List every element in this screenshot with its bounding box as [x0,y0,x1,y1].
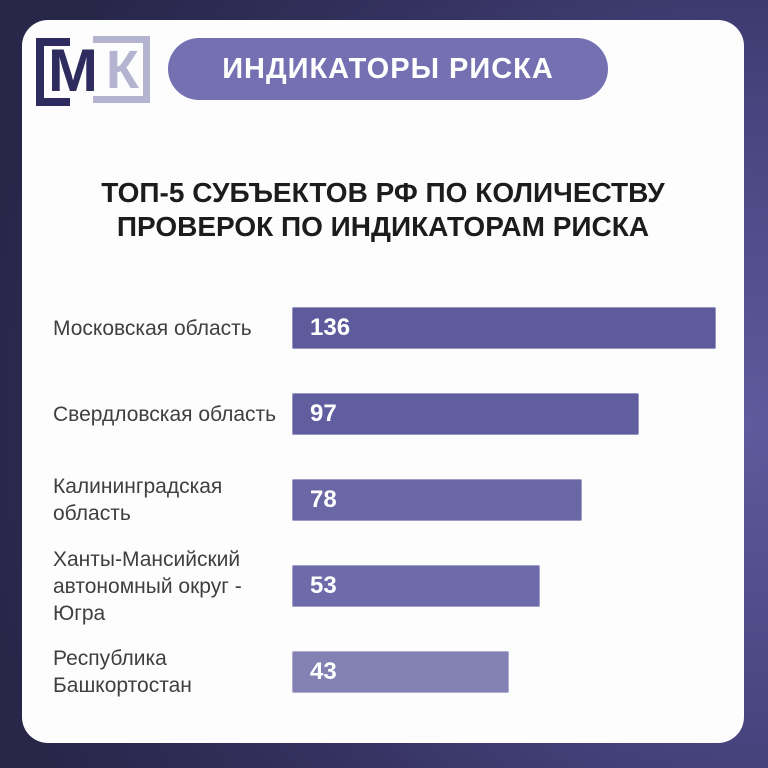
bar-value: 78 [310,486,337,513]
logo-right-bracket-icon [93,36,150,103]
bar-chart: Московская область 136 Свердловская обла… [22,285,744,715]
bar-track: 53 [292,565,716,607]
mk-logo: М К [36,36,150,108]
bar-row: Ханты-Мансийский автономный округ - Югра… [53,543,716,629]
bar: 78 [292,479,583,521]
header-badge-label: ИНДИКАТОРЫ РИСКА [222,52,554,85]
bar-value: 136 [310,314,351,341]
bar-track: 136 [292,307,716,349]
bar: 53 [292,565,541,607]
bar-row: Республика Башкортостан 43 [53,629,716,715]
bar-track: 43 [292,651,716,693]
chart-title-line-2: ПРОВЕРОК ПО ИНДИКАТОРАМ РИСКА [116,211,650,242]
bar-track: 78 [292,479,716,521]
bar-track: 97 [292,393,716,435]
chart-title: ТОП-5 СУБЪЕКТОВ РФ ПО КОЛИЧЕСТВУ ПРОВЕРО… [42,176,724,244]
bar-label: Свердловская область [53,402,277,426]
header: М К ИНДИКАТОРЫ РИСКА [22,20,744,128]
bar-row: Калининградская область 78 [53,457,716,543]
bar-value: 97 [310,400,337,427]
logo-letter-m: М [48,37,98,104]
header-badge: ИНДИКАТОРЫ РИСКА [168,38,608,100]
bar: 43 [292,651,510,693]
bar-label: Республика Башкортостан [53,647,192,697]
bar-label: Ханты-Мансийский автономный округ - Югра [53,547,242,625]
chart-title-line-1: ТОП-5 СУБЪЕКТОВ РФ ПО КОЛИЧЕСТВУ [101,177,665,208]
infographic-card: М К ИНДИКАТОРЫ РИСКА ТОП-5 СУБЪЕКТОВ РФ … [22,20,744,743]
bar: 97 [292,393,639,435]
bar-row: Московская область 136 [53,285,716,371]
logo-left-bracket-icon [36,38,70,106]
bar-row: Свердловская область 97 [53,371,716,457]
logo-letter-k: К [106,40,139,100]
bar-label: Московская область [53,316,252,340]
bar-label: Калининградская область [53,475,223,525]
bar-value: 53 [310,572,337,599]
bar-value: 43 [310,658,337,685]
bar: 136 [292,307,716,349]
